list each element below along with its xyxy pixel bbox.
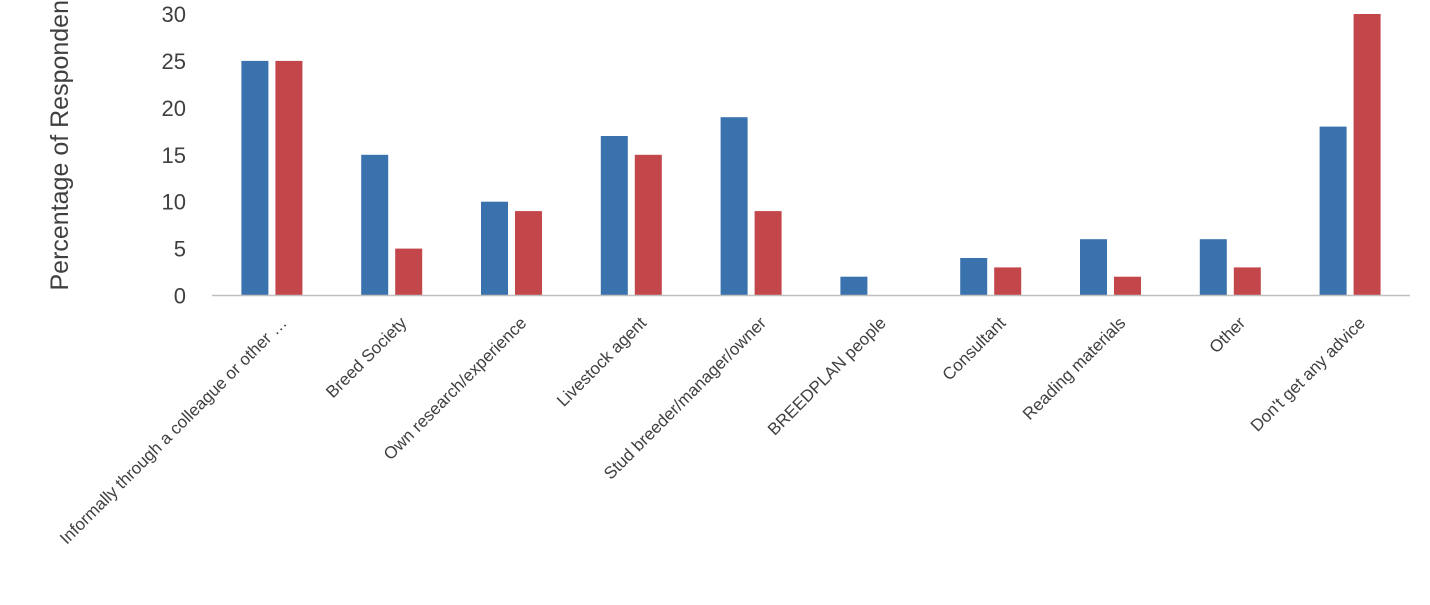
bar-series-2 bbox=[1353, 14, 1381, 296]
bar-series-2 bbox=[1114, 276, 1141, 296]
bar-series-1 bbox=[361, 154, 389, 296]
bar-series-1 bbox=[960, 258, 988, 296]
x-tick-label: Own research/experience bbox=[380, 313, 530, 463]
bar-series-1 bbox=[1080, 239, 1107, 296]
x-tick-label: BREEDPLAN people bbox=[764, 313, 890, 439]
x-tick-label: Consultant bbox=[939, 313, 1010, 384]
y-tick-label: 30 bbox=[162, 2, 186, 27]
bar-series-1 bbox=[1319, 126, 1347, 296]
bar-series-1 bbox=[1199, 239, 1227, 296]
bar-series-1 bbox=[840, 276, 868, 296]
bar-series-2 bbox=[994, 267, 1022, 296]
y-tick-label: 0 bbox=[174, 284, 186, 309]
y-tick-label: 10 bbox=[162, 190, 186, 215]
bar-series-2 bbox=[515, 211, 542, 296]
bar-series-2 bbox=[1233, 267, 1261, 296]
y-tick-label: 25 bbox=[162, 49, 186, 74]
y-axis-title: Percentage of Responden bbox=[46, 0, 74, 291]
x-axis: Informally through a colleague or other … bbox=[56, 313, 1369, 548]
x-tick-label: Breed Society bbox=[322, 313, 411, 402]
x-tick-label: Don't get any advice bbox=[1247, 313, 1369, 435]
x-tick-label: Reading materials bbox=[1019, 313, 1129, 423]
y-tick-label: 15 bbox=[162, 143, 186, 168]
bar-series-1 bbox=[481, 201, 508, 296]
x-tick-label: Livestock agent bbox=[553, 313, 650, 410]
bar-series-1 bbox=[241, 60, 269, 296]
bar-series-1 bbox=[600, 136, 628, 296]
bars bbox=[241, 14, 1381, 296]
x-tick-label: Informally through a colleague or other … bbox=[56, 313, 291, 548]
x-tick-label: Other bbox=[1206, 313, 1250, 357]
bar-series-2 bbox=[634, 154, 662, 296]
bar-series-1 bbox=[720, 117, 748, 296]
bar-series-2 bbox=[754, 211, 782, 296]
y-tick-label: 20 bbox=[162, 96, 186, 121]
bar-series-2 bbox=[275, 60, 303, 296]
y-tick-label: 5 bbox=[174, 237, 186, 262]
bar-series-2 bbox=[395, 248, 423, 296]
y-axis: 0 5 10 15 20 25 30 bbox=[162, 2, 186, 309]
